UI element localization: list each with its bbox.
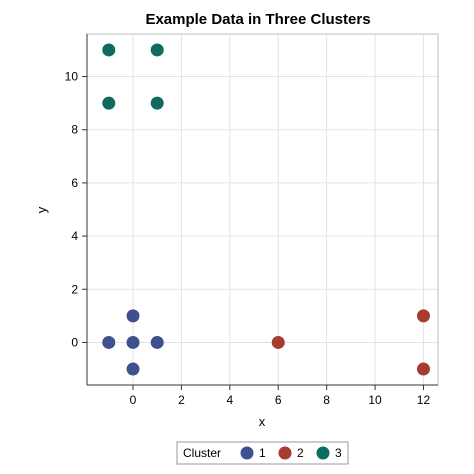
data-point-cluster-1 bbox=[126, 335, 140, 349]
legend-title: Cluster bbox=[183, 446, 221, 460]
y-tick-label: 0 bbox=[71, 335, 78, 349]
x-tick-label: 0 bbox=[130, 393, 137, 407]
data-points bbox=[102, 43, 430, 376]
data-point-cluster-1 bbox=[102, 335, 116, 349]
plot-frame bbox=[86, 33, 439, 386]
x-axis-label: x bbox=[259, 414, 266, 429]
y-tick-label: 8 bbox=[71, 123, 78, 137]
data-point-cluster-2 bbox=[271, 335, 285, 349]
y-tick-label: 10 bbox=[65, 70, 79, 84]
legend-label-1: 1 bbox=[259, 446, 266, 460]
legend: Cluster 1 2 3 bbox=[176, 441, 349, 465]
data-point-cluster-3 bbox=[150, 96, 164, 110]
data-point-cluster-1 bbox=[126, 309, 140, 323]
data-point-cluster-3 bbox=[102, 96, 116, 110]
x-tick-label: 2 bbox=[178, 393, 185, 407]
x-tick-label: 6 bbox=[275, 393, 282, 407]
x-tick-label: 12 bbox=[417, 393, 431, 407]
legend-label-2: 2 bbox=[297, 446, 304, 460]
legend-box bbox=[176, 441, 349, 465]
y-axis-label: y bbox=[34, 206, 49, 213]
y-tick-label: 2 bbox=[71, 282, 78, 296]
y-tick-label: 6 bbox=[71, 176, 78, 190]
legend-marker-3 bbox=[316, 446, 330, 460]
x-tick-label: 8 bbox=[323, 393, 330, 407]
data-point-cluster-3 bbox=[102, 43, 116, 57]
axis-ticks: 0 2 4 6 8 10 12 0 2 4 6 8 10 bbox=[65, 34, 438, 407]
legend-label-3: 3 bbox=[335, 446, 342, 460]
y-tick-label: 4 bbox=[71, 229, 78, 243]
data-point-cluster-2 bbox=[416, 309, 430, 323]
data-point-cluster-2 bbox=[416, 362, 430, 376]
chart-title: Example Data in Three Clusters bbox=[145, 11, 370, 28]
x-tick-label: 10 bbox=[368, 393, 382, 407]
legend-entries: 1 2 3 bbox=[240, 446, 342, 460]
gridlines bbox=[87, 34, 438, 385]
data-point-cluster-3 bbox=[150, 43, 164, 57]
data-point-cluster-1 bbox=[150, 335, 164, 349]
legend-marker-1 bbox=[240, 446, 254, 460]
legend-marker-2 bbox=[278, 446, 292, 460]
data-point-cluster-1 bbox=[126, 362, 140, 376]
x-tick-label: 4 bbox=[226, 393, 233, 407]
